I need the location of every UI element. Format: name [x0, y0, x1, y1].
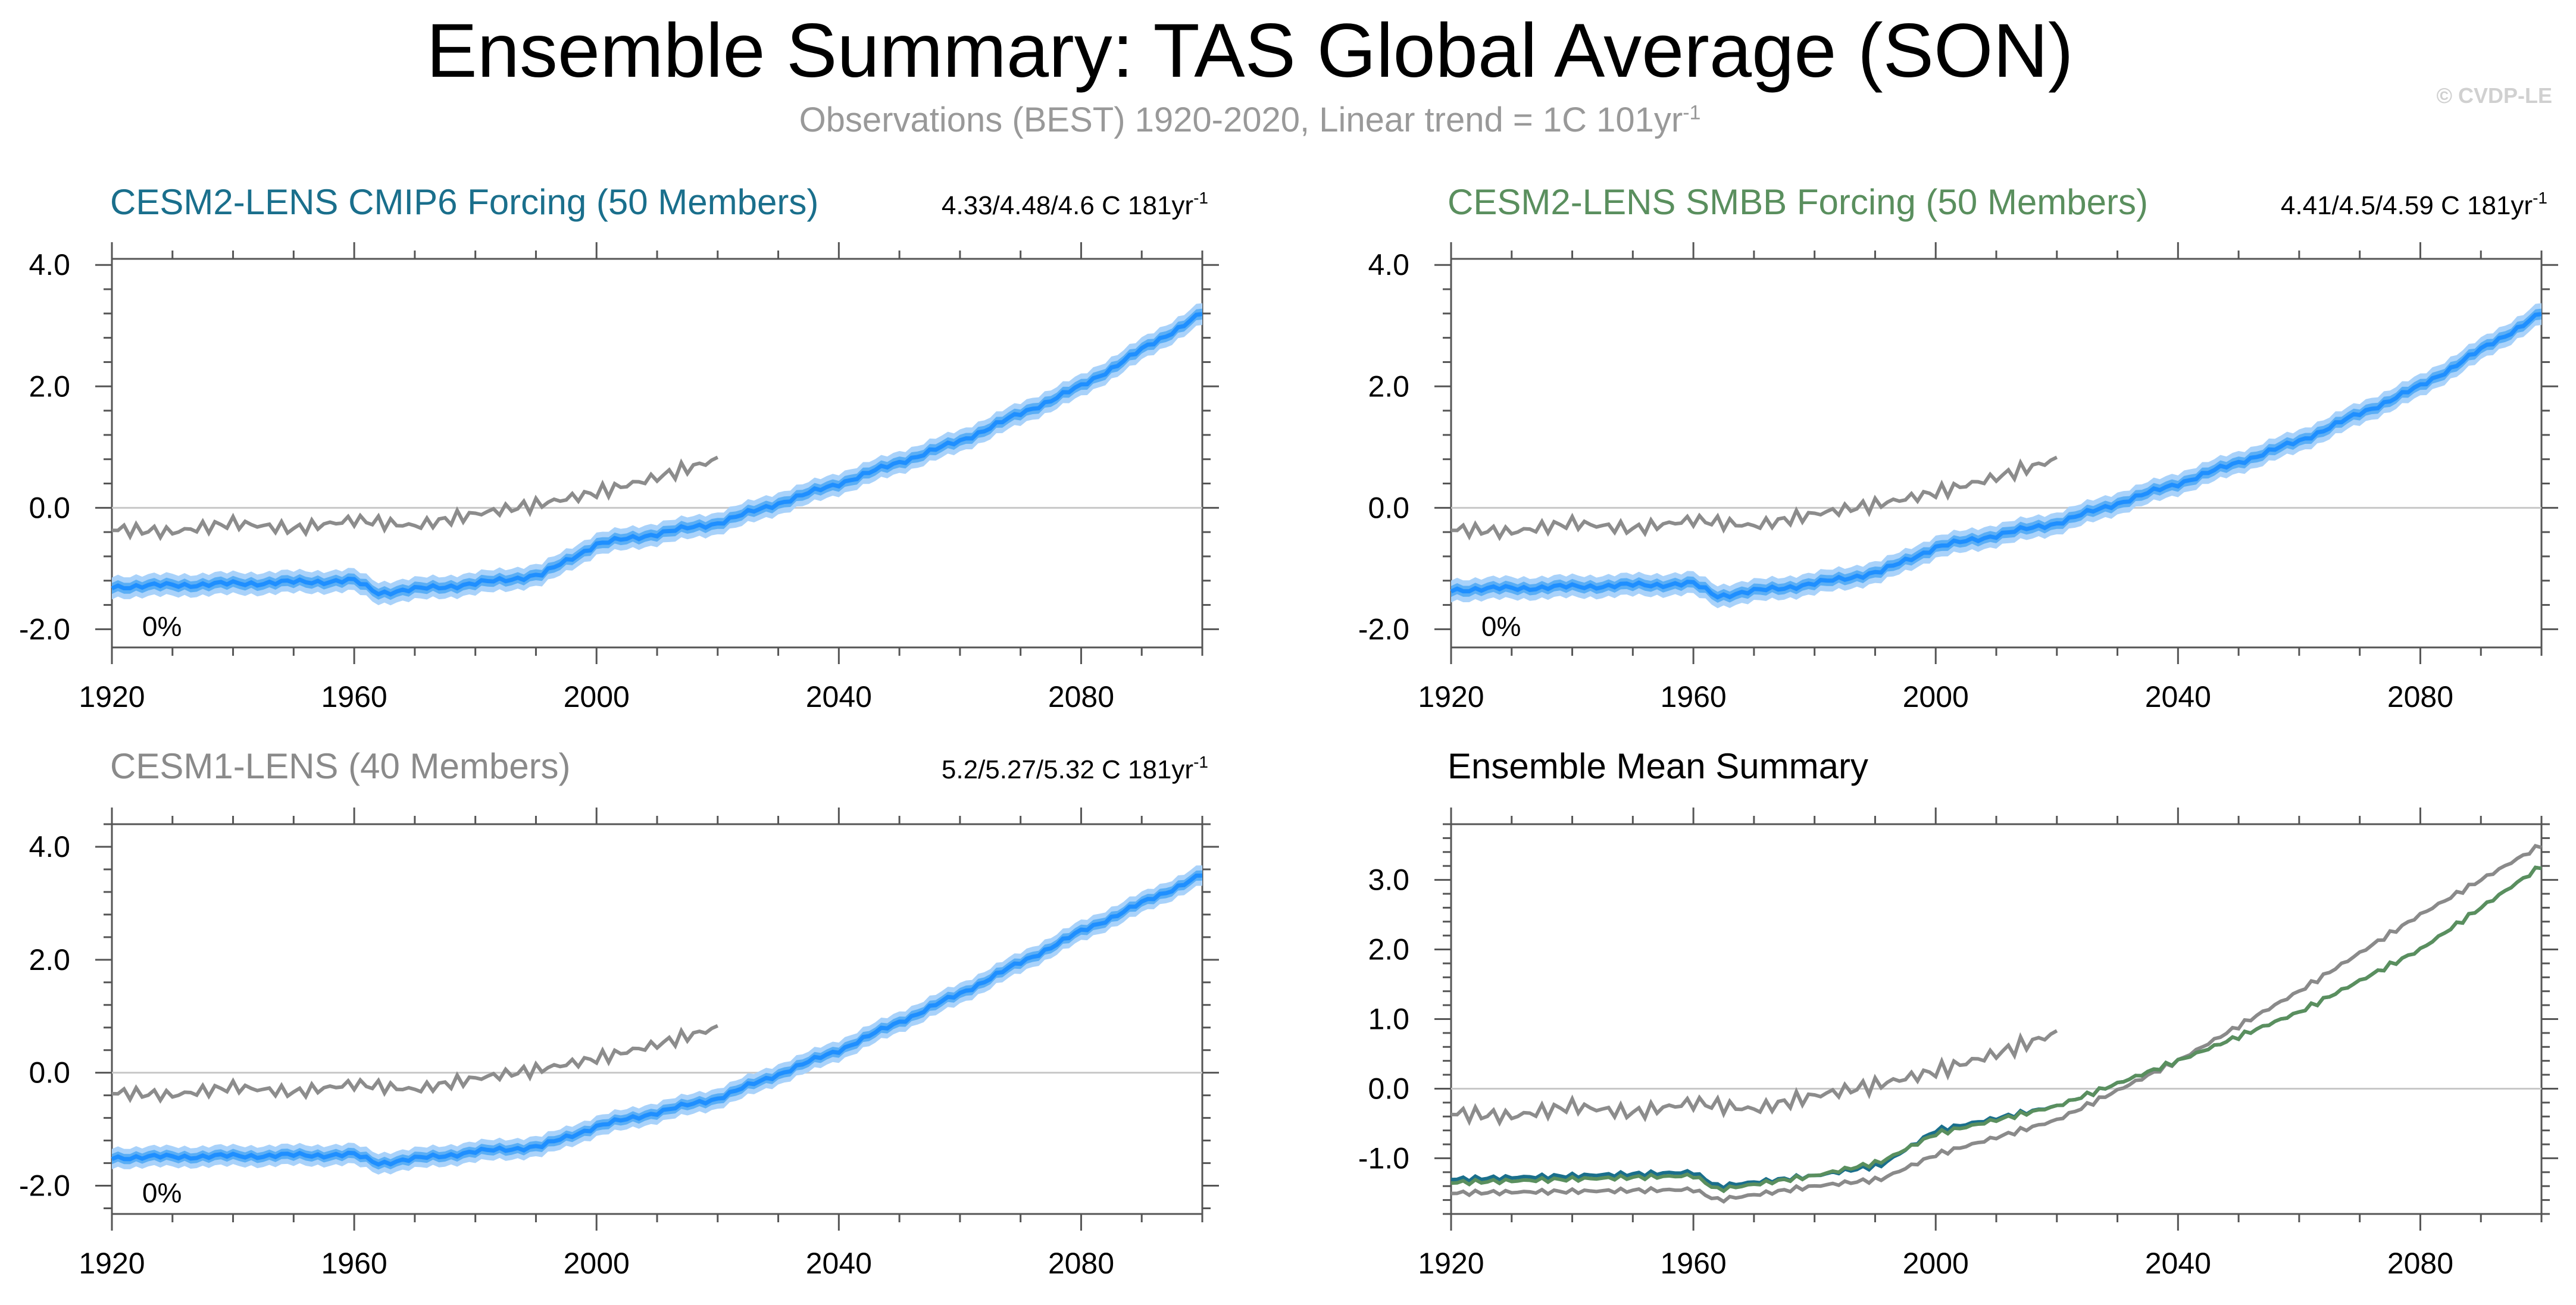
chart-panel-4: Ensemble Mean Summary 1920 1960 2000 2040 208… [1358, 746, 2558, 1280]
trend-label: 4.33/4.48/4.6 C 181yr-1 [942, 189, 1208, 220]
panel-title: CESM2-LENS SMBB Forcing (50 Members) [1448, 182, 2148, 222]
x-tick-label: 1920 [79, 1247, 145, 1280]
observations-line [1450, 1029, 2058, 1127]
smbb-line [1450, 865, 2542, 1194]
x-tick-label: 2040 [2145, 1247, 2211, 1280]
trend-superscript: -1 [2533, 189, 2547, 207]
ensemble-inner-band [112, 308, 1202, 600]
percent-label: 0% [142, 611, 182, 641]
y-tick-label: 0.0 [29, 1056, 70, 1090]
y-tick-label: 4.0 [1368, 248, 1409, 281]
x-tick-label: 2040 [806, 680, 872, 713]
trend-value: 4.33/4.48/4.6 C 181yr [942, 191, 1193, 220]
trend-value: 5.2/5.27/5.32 C 181yr [942, 755, 1193, 784]
x-tick-label: 2000 [564, 680, 630, 713]
x-tick-label: 1960 [1660, 680, 1726, 713]
page-subtitle: Observations (BEST) 1920-2020, Linear tr… [0, 100, 2500, 140]
observations-line [111, 1024, 719, 1104]
x-tick-label: 2080 [2387, 680, 2453, 713]
x-tick-label: 1920 [79, 680, 145, 713]
y-tick-label: 1.0 [1368, 1003, 1409, 1036]
x-tick-label: 2000 [564, 1247, 630, 1280]
y-tick-label: 2.0 [1368, 370, 1409, 403]
x-tick-label: 2080 [1048, 1247, 1114, 1280]
ensemble-spread-band [112, 865, 1202, 1175]
y-tick-label: -2.0 [19, 612, 70, 646]
x-tick-label: 2000 [1903, 680, 1969, 713]
percent-label: 0% [1481, 611, 1521, 641]
y-tick-label: 4.0 [29, 830, 70, 863]
y-tick-label: 0.0 [1368, 1072, 1409, 1105]
plot-frame [1450, 823, 2543, 1215]
cesm1-line [1450, 844, 2542, 1204]
ensemble-inner-band [1451, 308, 2541, 603]
x-tick-label: 2080 [1048, 680, 1114, 713]
ensemble-mean-line [111, 873, 1203, 1167]
x-tick-label: 2000 [1903, 1247, 1969, 1280]
x-tick-label: 2080 [2387, 1247, 2453, 1280]
trend-superscript: -1 [1193, 189, 1208, 207]
ensemble-spread-band [1451, 303, 2541, 609]
ensemble-mean-line [111, 312, 1203, 597]
y-tick-label: 4.0 [29, 248, 70, 281]
chart-panel-3: CESM1-LENS (40 Members) 5.2/5.27/5.32 C 1… [19, 746, 1219, 1280]
percent-label: 0% [142, 1177, 182, 1208]
chart-panel-2: CESM2-LENS SMBB Forcing (50 Members) 4.41… [1358, 182, 2558, 713]
y-tick-label: -2.0 [1358, 612, 1409, 646]
x-tick-label: 2040 [2145, 680, 2211, 713]
observations-line [1450, 455, 2058, 542]
y-tick-label: 2.0 [29, 943, 70, 977]
y-tick-label: 2.0 [1368, 933, 1409, 966]
y-tick-label: -2.0 [19, 1169, 70, 1203]
observations-line [111, 455, 719, 542]
ensemble-mean-line [1450, 312, 2542, 600]
x-tick-label: 1960 [321, 680, 387, 713]
x-tick-label: 1920 [1418, 680, 1484, 713]
subtitle-text: Observations (BEST) 1920-2020, Linear tr… [799, 101, 1683, 139]
subtitle-superscript: -1 [1683, 101, 1701, 124]
ensemble-spread-band [112, 303, 1202, 606]
panel-title: CESM2-LENS CMIP6 Forcing (50 Members) [110, 182, 818, 222]
page-title: Ensemble Summary: TAS Global Average (SO… [426, 8, 2074, 93]
x-tick-label: 1960 [1660, 1247, 1726, 1280]
trend-value: 4.41/4.5/4.59 C 181yr [2281, 191, 2533, 220]
x-tick-label: 1920 [1418, 1247, 1484, 1280]
y-tick-label: -1.0 [1358, 1141, 1409, 1175]
y-tick-label: 2.0 [29, 370, 70, 403]
ensemble-inner-band [112, 870, 1202, 1170]
credit-label: © CVDP-LE [2436, 83, 2552, 108]
panel-title: CESM1-LENS (40 Members) [110, 746, 571, 786]
y-tick-label: 3.0 [1368, 863, 1409, 897]
y-tick-label: 0.0 [1368, 491, 1409, 524]
y-tick-label: 0.0 [29, 491, 70, 524]
x-tick-label: 1960 [321, 1247, 387, 1280]
x-tick-label: 2040 [806, 1247, 872, 1280]
trend-label: 5.2/5.27/5.32 C 181yr-1 [942, 753, 1208, 784]
chart-panel-1: CESM2-LENS CMIP6 Forcing (50 Members) 4.3… [19, 182, 1219, 713]
panel-title: Ensemble Mean Summary [1448, 746, 1868, 786]
trend-superscript: -1 [1193, 753, 1208, 771]
trend-label: 4.41/4.5/4.59 C 181yr-1 [2281, 189, 2547, 220]
